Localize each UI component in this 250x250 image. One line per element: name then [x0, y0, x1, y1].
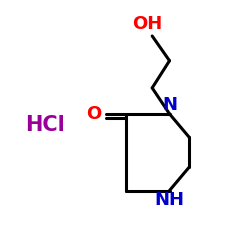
Text: OH: OH	[132, 15, 162, 33]
Text: NH: NH	[154, 192, 184, 210]
Text: HCl: HCl	[25, 115, 64, 135]
Text: O: O	[86, 105, 102, 123]
Text: N: N	[162, 96, 177, 114]
